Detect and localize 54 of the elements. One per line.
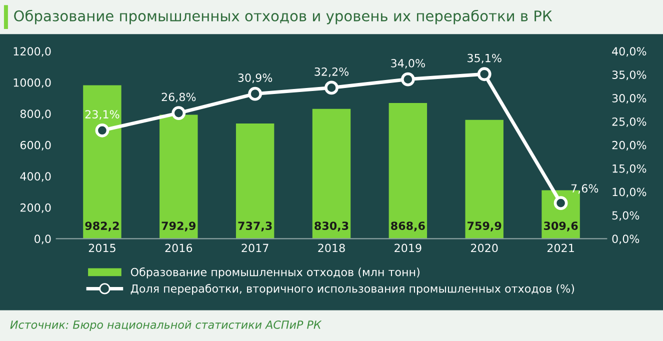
bar <box>388 102 428 239</box>
chart-title: Образование промышленных отходов и уровень их переработки в РК <box>14 10 552 24</box>
y-tick-label: 400,0 <box>20 172 51 182</box>
bar <box>83 85 122 239</box>
y2-tick-label: 35,0% <box>612 70 646 80</box>
data-label: 309,6 <box>544 222 578 232</box>
point <box>324 80 338 95</box>
x-tick-label: 2017 <box>242 244 268 252</box>
y-tick-label: 600,0 <box>20 140 51 150</box>
y2-tick-label: 10,0% <box>612 188 646 198</box>
y2-tick-label: 30,0% <box>612 94 646 104</box>
y2-tick-label: 15,0% <box>612 164 646 174</box>
bar <box>312 108 351 239</box>
point <box>172 106 186 120</box>
y2-tick-label: 0,0% <box>612 234 640 244</box>
point <box>400 72 415 86</box>
data-label: 792,9 <box>162 222 196 232</box>
x-tick-label: 2016 <box>165 244 192 252</box>
data-label: 830,3 <box>314 222 348 232</box>
data-label: 32,2% <box>314 67 349 77</box>
bar <box>236 123 274 239</box>
bar <box>160 114 198 239</box>
point <box>554 196 568 210</box>
x-tick-label: 2018 <box>318 244 345 252</box>
x-tick-label: 2019 <box>394 244 422 252</box>
text: Источник: Бюро национальной статистики АСПиР РК <box>10 320 322 332</box>
bar <box>465 120 504 239</box>
y-tick-label: 1000,0 <box>14 78 51 88</box>
data-label: 26,8% <box>162 92 196 102</box>
point <box>248 86 262 101</box>
data-label: 23,1% <box>85 110 120 120</box>
y2-tick-label: 20,0% <box>612 140 646 150</box>
data-label: 868,6 <box>391 222 425 232</box>
y-tick-label: 1200,0 <box>14 47 51 57</box>
data-label: 759,9 <box>468 222 502 232</box>
data-label: 35,1% <box>468 54 502 64</box>
y2-tick-label: 5,0% <box>612 211 640 221</box>
y2-tick-label: 25,0% <box>612 117 646 127</box>
point <box>477 67 492 82</box>
y2-tick-label: 40,0% <box>612 47 646 57</box>
legend-label: Доля переработки, вторичного использования промышленных отходов (%) <box>130 284 574 295</box>
data-label: 982,2 <box>85 222 119 232</box>
y-tick-label: 200,0 <box>20 203 51 213</box>
legend-label: Образование промышленных отходов (млн тонн) <box>130 267 420 278</box>
point <box>95 123 110 138</box>
data-label: 737,3 <box>238 222 272 232</box>
data-label: 34,0% <box>391 59 425 69</box>
y-tick-label: 0,0 <box>34 234 51 244</box>
data-label: 7,6% <box>571 184 598 194</box>
x-tick-label: 2015 <box>88 244 116 252</box>
x-tick-label: 2021 <box>547 244 574 252</box>
y-tick-label: 800,0 <box>20 110 51 120</box>
x-tick-label: 2020 <box>471 244 498 252</box>
data-label: 30,9% <box>238 74 272 84</box>
